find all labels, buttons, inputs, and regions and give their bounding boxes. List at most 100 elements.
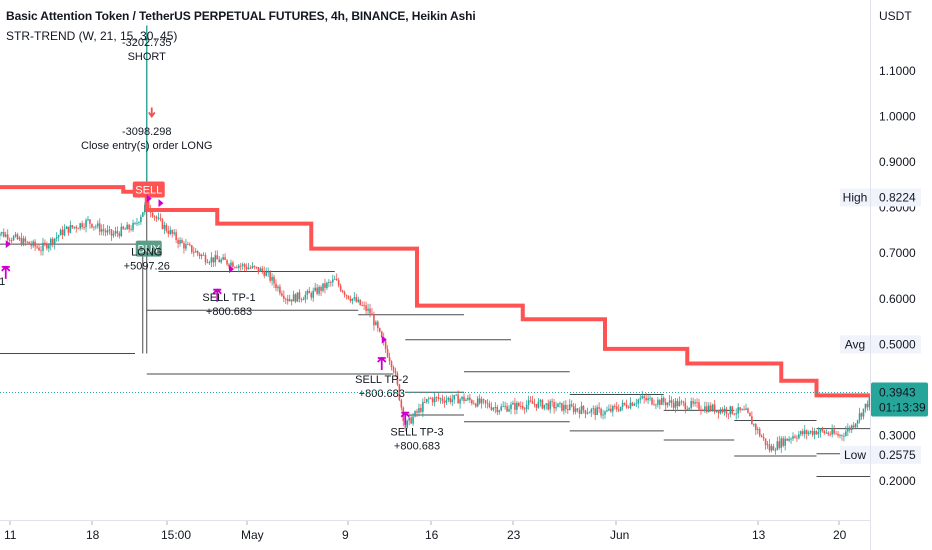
candle-body [786, 438, 788, 441]
candle-body [641, 396, 644, 399]
candle-body [502, 406, 504, 408]
candle-body [751, 416, 753, 425]
candle-body [241, 264, 244, 266]
candle-body [236, 267, 238, 268]
candle-body [200, 254, 203, 257]
candle-body [230, 262, 232, 267]
candle-body [429, 398, 432, 400]
price-axis-background[interactable] [870, 0, 932, 550]
candle-body [294, 294, 297, 302]
candle-body [357, 299, 360, 302]
candle-body [790, 438, 792, 440]
candle-body [672, 403, 675, 408]
candle-body [26, 241, 29, 243]
candle-body [114, 231, 117, 234]
candle-body [183, 243, 185, 249]
candle-body [165, 225, 168, 231]
candle-body [353, 297, 356, 299]
candle-body [815, 431, 818, 435]
price-tick-label: 0.2000 [879, 474, 916, 488]
candle-body [839, 435, 841, 437]
candle-body [600, 408, 602, 416]
candle-body [198, 253, 201, 257]
candle-body [778, 441, 781, 448]
candle-body [559, 402, 561, 404]
candle-body [847, 427, 849, 432]
candle-body [159, 217, 162, 220]
candle-body [369, 308, 371, 314]
candle-body [128, 224, 130, 230]
candle-body [523, 408, 526, 410]
time-tick-label: Jun [610, 528, 629, 542]
price-tick-label: 0.3000 [879, 428, 916, 442]
candle-body [563, 404, 565, 411]
candle-body [322, 283, 324, 291]
candle-body [130, 229, 132, 230]
candle-body [713, 404, 716, 412]
candle-body [310, 293, 313, 298]
candle-body [486, 403, 489, 404]
price-axis-labels: High 0.8224 Avg 0.5000 Low 0.2575 0.394301:13:… [840, 188, 928, 464]
candle-body [447, 397, 450, 400]
candle-body [741, 409, 743, 411]
chart-title: Basic Attention Token / TetherUS PERPETU… [6, 9, 476, 23]
candle-body [788, 438, 790, 441]
candle-body [55, 236, 58, 239]
candle-body [286, 298, 289, 302]
candle-body [733, 413, 736, 415]
price-label-name-bg [840, 445, 870, 464]
candle-body [854, 423, 857, 428]
trade-annotation: ELL TP-1 [0, 276, 5, 288]
candle-body [24, 238, 27, 242]
candle-body [81, 223, 83, 228]
candle-body [95, 226, 97, 228]
indicator-legend[interactable]: STR-TREND (W, 21, 15, 30, 45) [6, 29, 178, 43]
candle-body [476, 398, 479, 407]
candle-body [453, 395, 456, 400]
trade-annotation: LONG [131, 247, 162, 259]
candle-body [758, 429, 761, 436]
candle-body [684, 402, 687, 410]
candle-body [845, 431, 847, 436]
candle-body [189, 244, 191, 246]
candle-body [805, 430, 808, 435]
price-label-value-bg [871, 335, 921, 354]
candle-body [764, 438, 767, 446]
candle-body [108, 229, 111, 231]
candle-body [807, 432, 810, 435]
candle-body [275, 283, 277, 289]
candle-body [53, 238, 56, 245]
candle-body [492, 407, 495, 410]
candle-body [829, 434, 832, 436]
candle-body [420, 408, 422, 412]
candle-body [768, 444, 771, 451]
candle-body [727, 413, 730, 415]
candle-body [692, 401, 694, 404]
candle-body [586, 412, 589, 414]
candle-body [801, 431, 804, 435]
candle-body [396, 373, 399, 385]
candle-body [496, 407, 499, 413]
candle-body [59, 229, 62, 236]
time-tick-label: 13 [752, 528, 766, 542]
candle-body [36, 246, 38, 248]
candle-body [469, 397, 471, 401]
candle-body [28, 241, 31, 245]
candle-body [243, 264, 246, 267]
candle-body [247, 267, 250, 270]
candle-body [406, 420, 409, 428]
sell-signal-badge [132, 181, 165, 198]
candle-body [100, 229, 103, 232]
candle-body [590, 409, 593, 413]
candle-body [516, 402, 518, 410]
candle-body [222, 257, 224, 260]
candle-body [277, 286, 279, 289]
plot-area[interactable] [0, 0, 870, 520]
candle-body [249, 267, 252, 269]
candle-body [539, 400, 542, 402]
time-tick-label: 23 [507, 528, 521, 542]
candle-body [300, 299, 303, 300]
candle-body [604, 411, 606, 415]
tp-marker-icon [158, 199, 164, 208]
